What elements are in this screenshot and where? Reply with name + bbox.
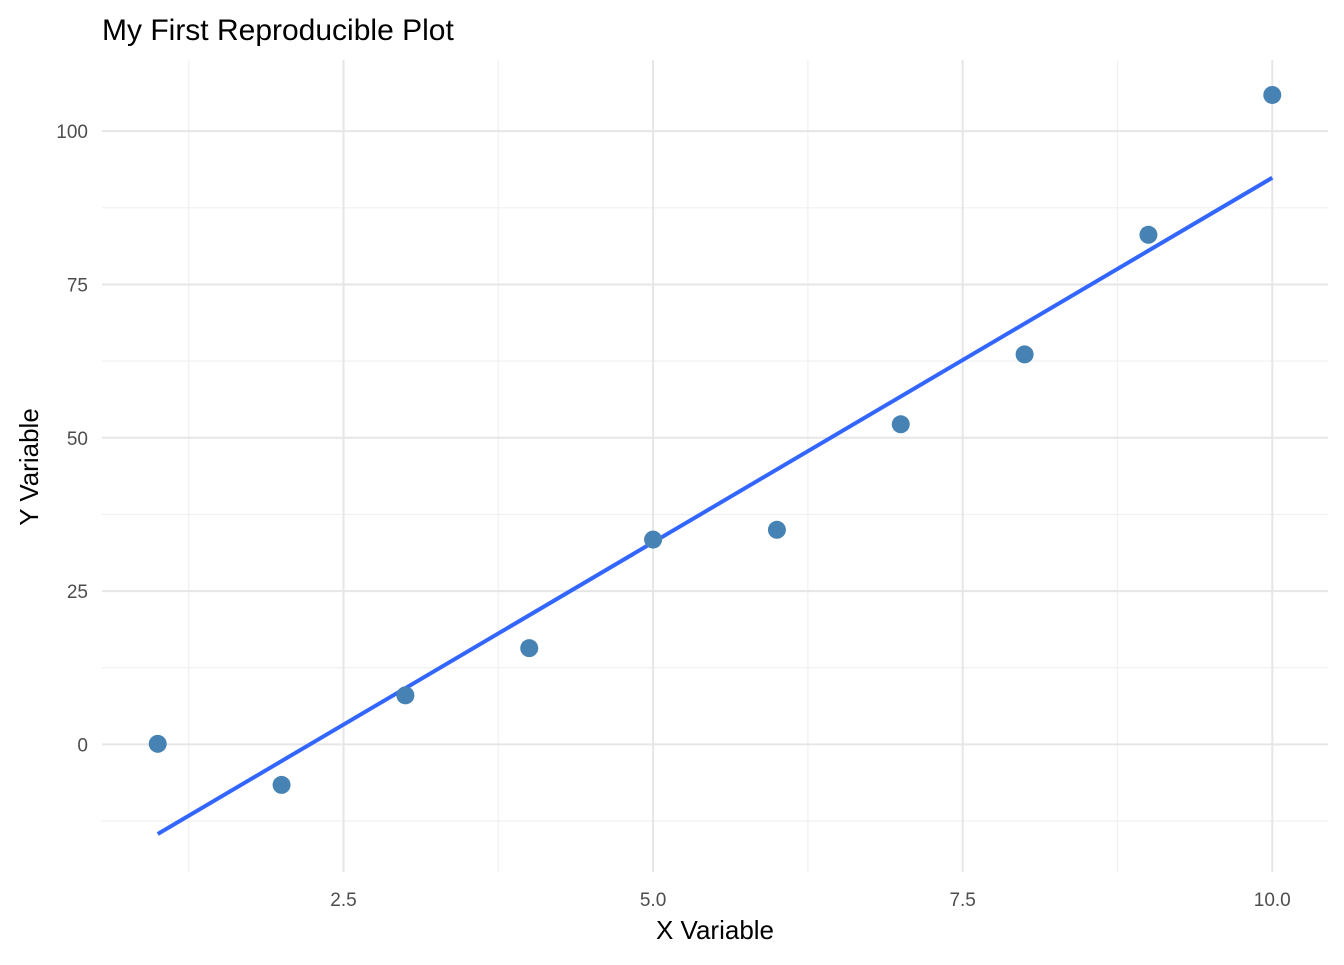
- data-point: [1139, 225, 1158, 244]
- trend-line: [156, 176, 1274, 836]
- y-axis-title: Y Variable: [14, 408, 44, 526]
- data-point: [148, 734, 167, 753]
- y-tick-label: 25: [67, 582, 88, 603]
- data-point: [767, 520, 786, 539]
- x-tick-label: 10.0: [1254, 890, 1291, 911]
- major-gridlines: [102, 60, 1328, 872]
- trend-line-layer: [156, 176, 1274, 836]
- data-point: [396, 686, 415, 705]
- data-point: [1015, 345, 1034, 364]
- y-tick-label: 75: [67, 275, 88, 296]
- data-point: [520, 639, 539, 658]
- x-tick-label: 7.5: [949, 890, 975, 911]
- minor-gridlines: [102, 60, 1328, 872]
- data-point: [272, 775, 291, 794]
- y-tick-label: 0: [77, 735, 88, 756]
- y-tick-label: 100: [56, 122, 88, 143]
- x-tick-label: 5.0: [640, 890, 666, 911]
- data-point: [1263, 85, 1282, 104]
- chart-title: My First Reproducible Plot: [102, 14, 454, 47]
- x-axis-ticks: 2.5 5.0 7.5 10.0: [330, 890, 1290, 911]
- x-axis-title: X Variable: [656, 915, 774, 945]
- data-point: [891, 415, 910, 434]
- data-points: [148, 85, 1282, 794]
- x-tick-label: 2.5: [330, 890, 356, 911]
- data-point: [644, 530, 663, 549]
- y-axis-ticks: 0 25 50 75 100: [56, 122, 88, 756]
- y-tick-label: 50: [67, 429, 88, 450]
